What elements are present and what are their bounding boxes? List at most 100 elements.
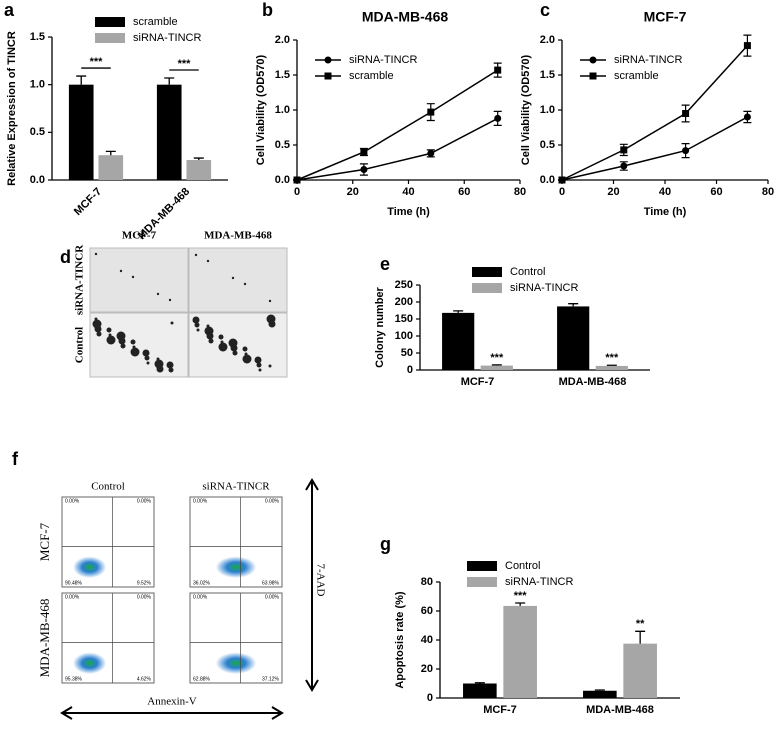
y-tick-label: 150 <box>395 313 413 325</box>
row-label: MCF-7 <box>37 522 52 561</box>
legend-label: siRNA-TINCR <box>614 54 682 66</box>
y-axis-label: Apoptosis rate (%) <box>394 591 406 689</box>
legend-swatch <box>467 577 497 587</box>
marker <box>360 166 368 173</box>
colony <box>196 328 200 332</box>
y-tick-label: 40 <box>421 634 433 646</box>
x-tick-label: 0 <box>559 186 565 198</box>
marker <box>743 42 751 50</box>
legend-marker <box>589 72 597 80</box>
bar <box>583 690 617 698</box>
colony <box>170 321 174 325</box>
colony <box>156 292 160 296</box>
bar <box>68 84 94 180</box>
legend-swatch <box>95 33 125 43</box>
cell-population <box>73 556 107 578</box>
marker <box>620 162 628 170</box>
x-tick-label: 0 <box>294 186 300 198</box>
x-tick-label: 60 <box>710 186 722 198</box>
quadrant-percent: 9.52% <box>137 580 152 586</box>
error-bar <box>453 310 464 313</box>
colony <box>118 337 126 345</box>
quadrant-percent: 0.00% <box>265 498 280 504</box>
x-tick-label: 80 <box>514 186 526 198</box>
legend-marker <box>324 72 332 80</box>
y-tick-label: 250 <box>395 279 413 291</box>
significance-label: *** <box>178 58 192 70</box>
y-tick-label: 0.0 <box>30 174 45 186</box>
legend-marker <box>324 56 332 64</box>
colony <box>231 276 235 280</box>
significance-label: *** <box>490 352 504 364</box>
panel-label: e <box>380 254 390 274</box>
y-tick-label: 200 <box>395 296 413 308</box>
y-tick-label: 1.5 <box>30 31 45 43</box>
colony <box>94 252 98 256</box>
colony <box>243 282 247 286</box>
quadrant-percent: 0.00% <box>137 594 152 600</box>
legend-label: siRNA-TINCR <box>510 282 578 294</box>
colony <box>230 344 238 352</box>
colony <box>130 339 136 345</box>
bar <box>557 306 590 370</box>
quadrant-percent: 0.00% <box>193 594 208 600</box>
bar <box>156 84 182 180</box>
y-tick-label: 80 <box>421 576 433 588</box>
quadrant-percent: 90.48% <box>65 580 83 586</box>
x-tick-label: MDA-MB-468 <box>586 704 654 716</box>
error-bar <box>164 77 175 85</box>
row-label: siRNA-TINCR <box>74 244 86 315</box>
legend-swatch <box>472 267 502 277</box>
series-line <box>296 69 499 181</box>
bar <box>503 605 537 698</box>
series-line <box>561 116 748 181</box>
micrograph <box>188 247 288 313</box>
panel-label: b <box>262 0 273 20</box>
legend-label: scramble <box>349 70 394 82</box>
error-bar <box>594 689 605 691</box>
y-axis-label: Cell Viability (OD570) <box>520 54 532 165</box>
colony <box>268 364 272 368</box>
colony <box>194 253 198 257</box>
series-line <box>561 45 748 181</box>
colony <box>256 362 262 368</box>
arrow <box>60 706 284 720</box>
quadrant-percent: 37.12% <box>262 676 280 682</box>
legend-label: siRNA-TINCR <box>349 54 417 66</box>
error-bar <box>193 157 204 160</box>
x-tick-label: MCF-7 <box>461 376 495 388</box>
cell-population <box>215 652 257 674</box>
legend-swatch <box>467 561 497 571</box>
marker <box>682 110 690 117</box>
y-tick-label: 0.5 <box>540 139 555 151</box>
bar <box>98 155 124 180</box>
flow-plot <box>61 592 155 684</box>
panel-label: g <box>380 534 391 554</box>
marker <box>620 146 628 154</box>
y-tick-label: 0.0 <box>275 174 290 186</box>
legend-marker <box>589 56 597 64</box>
quadrant-percent: 95.38% <box>65 676 83 682</box>
colony <box>192 316 200 324</box>
legend-swatch <box>472 283 502 293</box>
colony <box>131 275 135 279</box>
quadrant-percent: 0.00% <box>65 594 80 600</box>
x-tick-label: 40 <box>659 186 671 198</box>
chart-title: MCF-7 <box>644 9 687 25</box>
x-tick-label: 60 <box>458 186 470 198</box>
colony <box>146 361 150 365</box>
colony <box>94 325 102 333</box>
marker <box>360 148 368 156</box>
y-tick-label: 0.0 <box>540 174 555 186</box>
marker <box>682 147 690 155</box>
quadrant-percent: 0.00% <box>193 498 208 504</box>
legend-label: siRNA-TINCR <box>133 32 201 44</box>
y-tick-label: 0 <box>427 692 433 704</box>
colony <box>242 354 252 364</box>
marker <box>427 108 435 116</box>
colony <box>142 349 150 357</box>
axis-name: Annexin-V <box>147 696 197 708</box>
colony <box>242 346 248 352</box>
legend-label: siRNA-TINCR <box>505 576 573 588</box>
colony <box>130 347 140 357</box>
